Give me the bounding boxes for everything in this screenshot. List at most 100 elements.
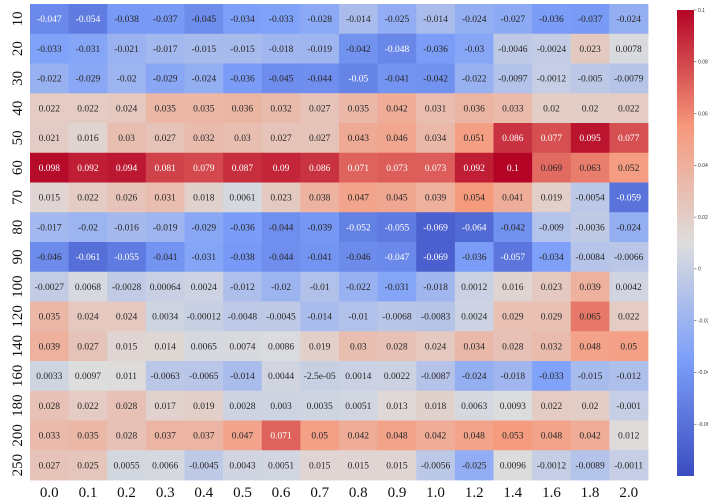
heatmap-cell-label: 0.016 — [502, 283, 524, 293]
heatmap-cell — [300, 4, 340, 35]
heatmap-cell-label: 0.018 — [193, 194, 215, 204]
heatmap-cell-label: -0.033 — [37, 45, 62, 55]
heatmap-cell-label: -0.0097 — [498, 75, 528, 85]
heatmap-cell — [223, 450, 263, 481]
heatmap-cell-label: -0.055 — [114, 253, 139, 263]
heatmap-cell — [609, 420, 649, 451]
heatmap-cell-label: 0.029 — [502, 313, 524, 323]
heatmap-cell — [339, 390, 379, 421]
heatmap-cell — [532, 93, 572, 124]
heatmap-cell-label: 0.039 — [579, 283, 601, 293]
heatmap-cell-label: 0.051 — [464, 134, 486, 144]
heatmap-cell — [416, 361, 456, 392]
heatmap-cell — [223, 63, 263, 94]
heatmap-cell-label: -0.0089 — [575, 461, 605, 471]
heatmap-cell-label: -0.055 — [385, 223, 410, 233]
heatmap-cell — [493, 33, 533, 64]
heatmap-cell-label: -0.015 — [578, 372, 603, 382]
x-tick-label: 2.0 — [619, 485, 638, 501]
heatmap-cell — [339, 271, 379, 302]
heatmap-cell — [532, 420, 572, 451]
heatmap-cell — [454, 152, 494, 183]
heatmap-cell-label: 0.011 — [116, 372, 137, 382]
heatmap-cell-label: 0.015 — [348, 461, 370, 471]
heatmap-cell — [377, 361, 417, 392]
heatmap-cell-label: 0.0024 — [461, 313, 487, 323]
heatmap-cell-label: 0.0065 — [191, 342, 217, 352]
heatmap-cell — [493, 450, 533, 481]
heatmap-cell — [339, 301, 379, 332]
heatmap-cell — [107, 152, 147, 183]
heatmap-cell-label: -0.048 — [385, 45, 410, 55]
x-tick-label: 1.6 — [542, 485, 561, 501]
y-tick-label: 70 — [10, 190, 26, 205]
heatmap-cell-label: 0.09 — [273, 164, 290, 174]
heatmap-cell-label: 0.05 — [620, 342, 637, 352]
heatmap-cell — [339, 331, 379, 362]
heatmap-cell — [30, 242, 70, 273]
y-tick-label: 250 — [10, 454, 26, 477]
heatmap-cell — [68, 301, 108, 332]
heatmap-cell-label: 0.032 — [270, 104, 292, 114]
y-tick-label: 10 — [10, 11, 26, 26]
heatmap-cell-label: 0.039 — [39, 342, 61, 352]
heatmap-cell — [416, 152, 456, 183]
heatmap-cell — [223, 390, 263, 421]
heatmap-cell — [377, 63, 417, 94]
y-tick-label: 60 — [10, 160, 26, 175]
x-tick-label: 1.8 — [581, 485, 600, 501]
heatmap-cell — [339, 182, 379, 213]
heatmap-cell-label: 0.086 — [309, 164, 331, 174]
heatmap-cell — [339, 152, 379, 183]
heatmap-cell — [609, 361, 649, 392]
heatmap-cell — [184, 301, 224, 332]
heatmap-cell-label: 0.0022 — [384, 372, 410, 382]
heatmap-cell-label: -0.0027 — [35, 283, 65, 293]
heatmap-cell-label: -0.047 — [37, 15, 62, 25]
heatmap-cell-label: -0.0087 — [421, 372, 451, 382]
heatmap-cell — [107, 4, 147, 35]
heatmap-cell — [30, 301, 70, 332]
heatmap-cell-label: 0.087 — [232, 164, 254, 174]
heatmap-cell-label: 0.043 — [348, 134, 370, 144]
heatmap-cell — [416, 33, 456, 64]
heatmap-cell — [223, 420, 263, 451]
heatmap-cell — [223, 331, 263, 362]
heatmap-cell — [570, 152, 610, 183]
heatmap-cell — [416, 420, 456, 451]
heatmap-cell-label: 0.00064 — [150, 283, 181, 293]
heatmap-cell-label: -0.037 — [578, 15, 603, 25]
heatmap-cell-label: 0.0024 — [191, 283, 217, 293]
heatmap-cell — [261, 331, 301, 362]
y-tick-label: 100 — [10, 275, 26, 298]
heatmap-cell-label: 0.022 — [77, 104, 99, 114]
heatmap-cell-label: -0.0012 — [537, 461, 567, 471]
heatmap-cell-label: -0.019 — [153, 223, 178, 233]
heatmap-cell-label: -0.041 — [307, 253, 332, 263]
heatmap-cell — [570, 390, 610, 421]
heatmap-cell-label: -0.059 — [616, 194, 641, 204]
heatmap-cell-label: -0.018 — [269, 45, 294, 55]
heatmap-cells — [30, 4, 649, 481]
heatmap-cell-label: 0.026 — [116, 194, 138, 204]
heatmap-cell-label: -0.052 — [346, 223, 371, 233]
heatmap-cell-label: 0.077 — [618, 134, 640, 144]
heatmap-cell-label: -0.022 — [37, 75, 62, 85]
heatmap-cell-label: 0.035 — [77, 432, 99, 442]
heatmap-cell-label: -0.034 — [230, 15, 255, 25]
x-tick-label: 0.0 — [40, 485, 59, 501]
heatmap-cell-label: -0.014 — [307, 313, 332, 323]
heatmap-cell-label: -0.03 — [464, 45, 484, 55]
heatmap-cell — [300, 331, 340, 362]
heatmap-cell — [30, 4, 70, 35]
heatmap-cell — [300, 242, 340, 273]
heatmap-cell — [223, 123, 263, 154]
heatmap-cell-label: -0.036 — [423, 45, 448, 55]
x-axis-tick-labels: 0.0 0.1 0.2 0.3 0.4 0.5 0.6 0.7 0.8 0.9 1.0 1.2 1.4 1… — [40, 485, 638, 501]
y-tick-label: 90 — [10, 249, 26, 264]
heatmap-cell-label: -0.0068 — [382, 313, 412, 323]
heatmap-cell-label: -0.0012 — [537, 75, 567, 85]
heatmap-cell-label: -0.0065 — [189, 372, 219, 382]
heatmap-cell — [377, 33, 417, 64]
